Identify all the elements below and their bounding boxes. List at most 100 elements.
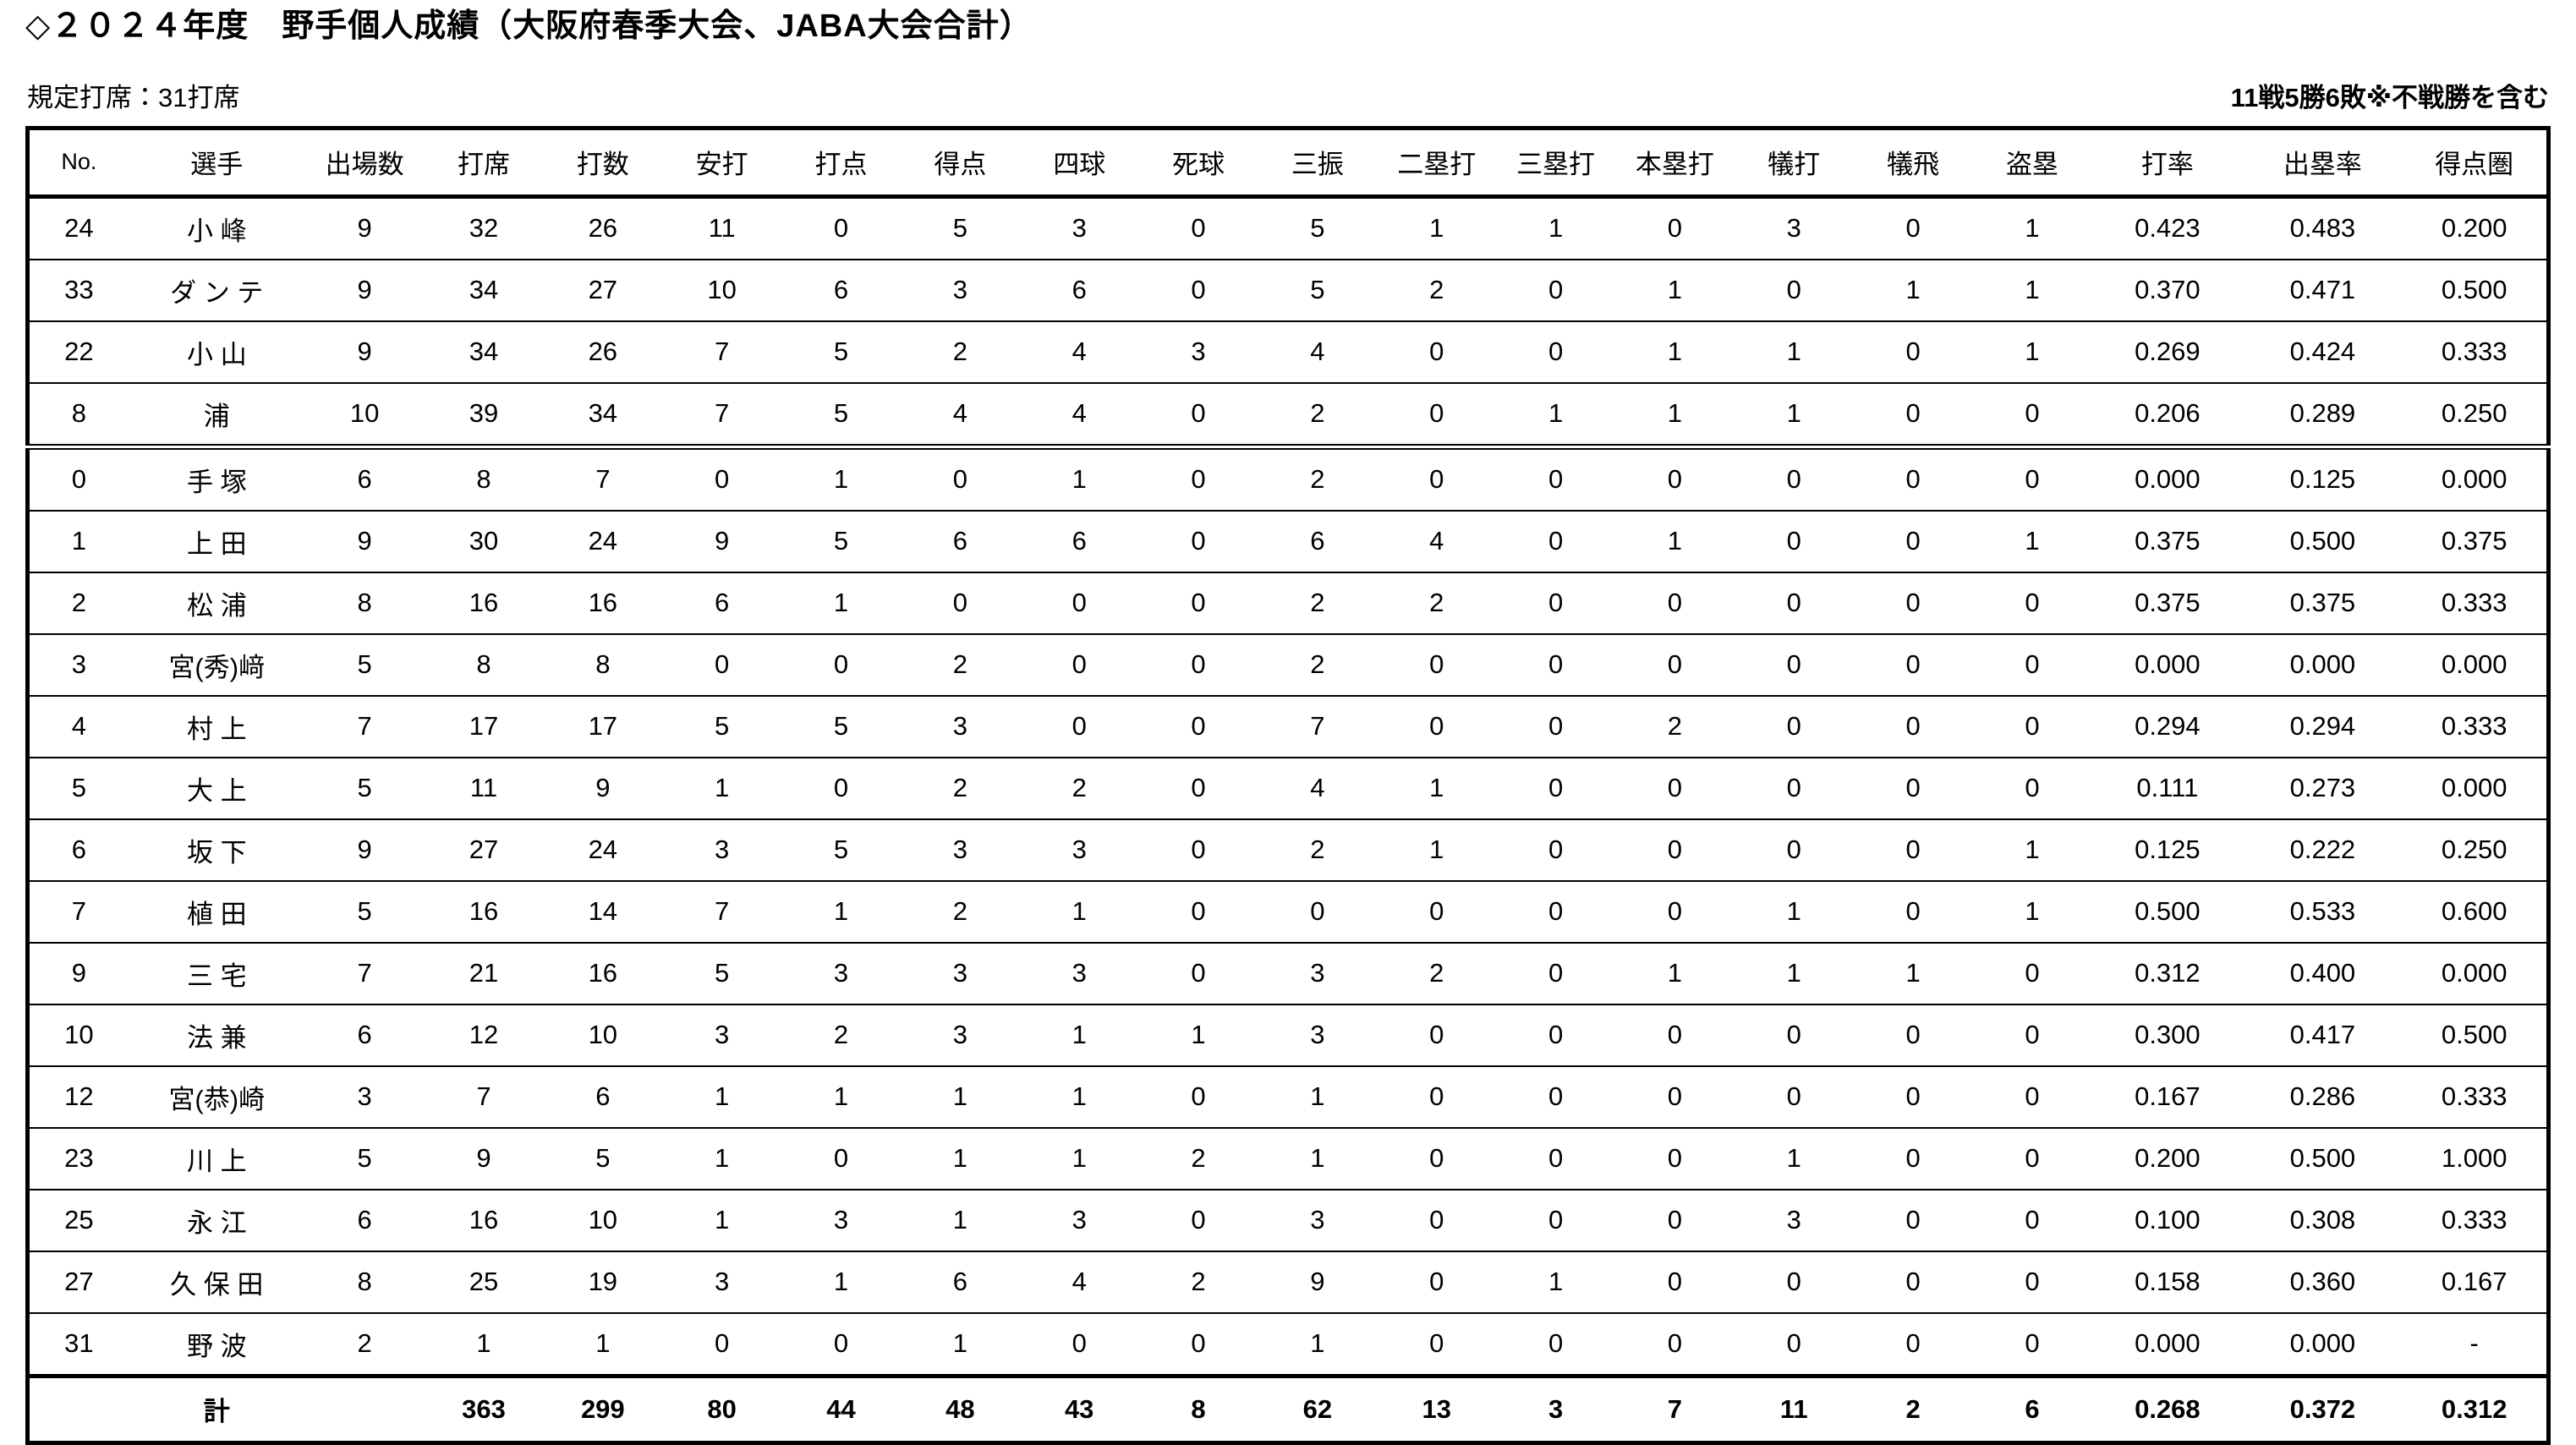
stat-doubles: 0 — [1377, 633, 1497, 697]
stat-runs: 2 — [900, 880, 1020, 944]
stat-doubles: 0 — [1377, 1251, 1497, 1314]
player-number: 33 — [27, 259, 129, 322]
stat-triples: 0 — [1496, 1127, 1615, 1190]
stat-strikeouts: 2 — [1258, 633, 1378, 697]
stat-sac-bunts: 11 — [1734, 1373, 1854, 1442]
stat-hits: 9 — [662, 510, 782, 573]
stat-plate-appearances: 30 — [424, 510, 544, 573]
stat-runs: 1 — [900, 1065, 1020, 1129]
stat-steals: 0 — [1972, 1127, 2092, 1190]
stat-hbp: 0 — [1138, 446, 1258, 512]
stat-rbi: 5 — [781, 695, 901, 758]
stat-plate-appearances: 32 — [424, 196, 544, 260]
stat-risp-average: 0.200 — [2402, 196, 2549, 260]
stat-games — [304, 1373, 425, 1442]
stat-hbp: 0 — [1138, 757, 1258, 820]
column-header-number: No. — [27, 128, 129, 199]
stat-runs: 3 — [900, 1004, 1020, 1067]
table-row: 22 小 山 9 34 26 7 5 2 4 3 4 0 0 1 1 0 1 0.269 0.424 0.333 — [27, 320, 2549, 384]
stat-rbi: 0 — [781, 1127, 901, 1190]
stat-sac-flies: 0 — [1853, 572, 1973, 635]
column-header-sac-bunts: 犠打 — [1734, 128, 1854, 199]
column-header-hits: 安打 — [662, 128, 782, 199]
stat-triples: 0 — [1496, 818, 1615, 882]
stat-games: 5 — [304, 1127, 425, 1190]
stat-steals: 0 — [1972, 633, 2092, 697]
stat-batting-average: 0.294 — [2091, 695, 2244, 758]
stat-sac-flies: 0 — [1853, 510, 1973, 573]
stat-steals: 1 — [1972, 818, 2092, 882]
stat-plate-appearances: 27 — [424, 818, 544, 882]
stat-steals: 0 — [1972, 1189, 2092, 1252]
stat-games: 8 — [304, 572, 425, 635]
stat-batting-average: 0.200 — [2091, 1127, 2244, 1190]
player-name: 大 上 — [128, 757, 305, 820]
stat-hbp: 0 — [1138, 510, 1258, 573]
stat-doubles: 0 — [1377, 880, 1497, 944]
player-name: 小 峰 — [128, 196, 305, 260]
stat-at-bats: 1 — [543, 1312, 663, 1377]
player-number: 7 — [27, 880, 129, 944]
player-number: 10 — [27, 1004, 129, 1067]
stat-triples: 0 — [1496, 320, 1615, 384]
player-name: 三 宅 — [128, 942, 305, 1005]
stat-runs: 6 — [900, 1251, 1020, 1314]
stat-steals: 0 — [1972, 446, 2092, 512]
stat-walks: 6 — [1019, 510, 1139, 573]
stat-at-bats: 17 — [543, 695, 663, 758]
stat-on-base-percentage: 0.471 — [2243, 259, 2403, 322]
stat-home-runs: 0 — [1614, 1312, 1735, 1377]
stat-hbp: 0 — [1138, 695, 1258, 758]
stat-hbp: 0 — [1138, 818, 1258, 882]
stat-doubles: 0 — [1377, 382, 1497, 450]
column-header-hbp: 死球 — [1138, 128, 1258, 199]
stat-risp-average: 0.375 — [2402, 510, 2549, 573]
stat-batting-average: 0.269 — [2091, 320, 2244, 384]
player-name: 手 塚 — [128, 446, 305, 512]
stat-home-runs: 0 — [1614, 818, 1735, 882]
stat-steals: 0 — [1972, 1251, 2092, 1314]
stat-sac-flies: 1 — [1853, 259, 1973, 322]
stat-hbp: 0 — [1138, 572, 1258, 635]
stat-strikeouts: 1 — [1258, 1065, 1378, 1129]
stat-hits: 1 — [662, 1065, 782, 1129]
column-header-risp-average: 得点圏 — [2402, 128, 2549, 199]
stat-home-runs: 1 — [1614, 382, 1735, 450]
column-header-strikeouts: 三振 — [1258, 128, 1378, 199]
stat-hbp: 8 — [1138, 1373, 1258, 1442]
player-name: 宮(秀)﨑 — [128, 633, 305, 697]
stat-sac-bunts: 0 — [1734, 818, 1854, 882]
stat-sac-bunts: 1 — [1734, 382, 1854, 450]
column-header-on-base-percentage: 出塁率 — [2243, 128, 2403, 199]
stat-triples: 0 — [1496, 510, 1615, 573]
stat-hbp: 1 — [1138, 1004, 1258, 1067]
stat-runs: 3 — [900, 818, 1020, 882]
stat-strikeouts: 5 — [1258, 259, 1378, 322]
player-number: 2 — [27, 572, 129, 635]
stat-risp-average: 0.600 — [2402, 880, 2549, 944]
stat-on-base-percentage: 0.000 — [2243, 1312, 2403, 1377]
stat-plate-appearances: 34 — [424, 259, 544, 322]
stat-games: 6 — [304, 1189, 425, 1252]
stat-triples: 0 — [1496, 942, 1615, 1005]
player-name: 上 田 — [128, 510, 305, 573]
stat-walks: 0 — [1019, 1312, 1139, 1377]
column-header-batting-average: 打率 — [2091, 128, 2244, 199]
stat-risp-average: - — [2402, 1312, 2549, 1377]
stat-sac-flies: 0 — [1853, 880, 1973, 944]
stat-steals: 0 — [1972, 757, 2092, 820]
stat-rbi: 5 — [781, 818, 901, 882]
stat-plate-appearances: 9 — [424, 1127, 544, 1190]
stat-hbp: 0 — [1138, 1065, 1258, 1129]
player-number: 24 — [27, 196, 129, 260]
stat-plate-appearances: 21 — [424, 942, 544, 1005]
stat-sac-bunts: 0 — [1734, 757, 1854, 820]
stat-home-runs: 0 — [1614, 1127, 1735, 1190]
stat-runs: 1 — [900, 1189, 1020, 1252]
stat-plate-appearances: 363 — [424, 1373, 544, 1442]
stat-strikeouts: 6 — [1258, 510, 1378, 573]
stat-rbi: 5 — [781, 382, 901, 450]
stat-triples: 1 — [1496, 382, 1615, 450]
stat-sac-flies: 0 — [1853, 1127, 1973, 1190]
